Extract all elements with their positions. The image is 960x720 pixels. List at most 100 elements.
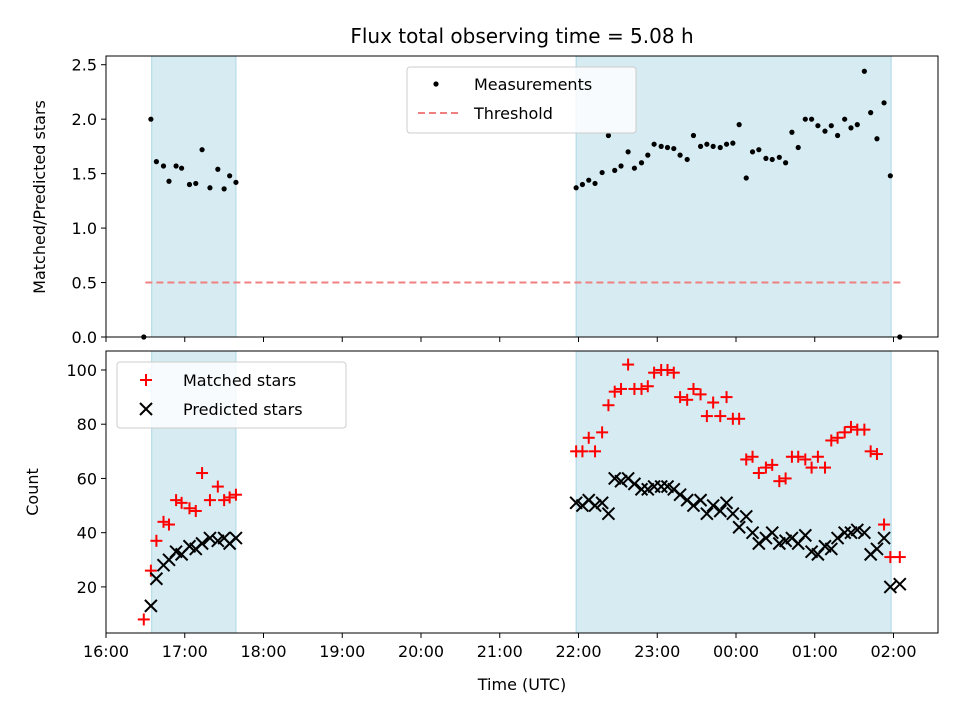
matched-star-point [893,551,906,564]
predicted-star-point [686,498,701,513]
bottom-shaded-interval-1 [575,350,892,634]
predicted-star-point [830,531,845,545]
measurement-point [887,173,893,179]
matched-star-point [211,480,224,493]
matched-star-point [766,458,779,471]
legend-label-measurements: Measurements [474,75,592,94]
measurement-point [743,175,749,181]
matched-star-point [163,518,175,531]
top-legend-box [406,66,637,134]
chart-title: Flux total observing time = 5.08 h [350,24,693,48]
measurement-point [783,160,789,166]
predicted-star-point [765,525,779,540]
matched-star-point [700,410,713,423]
matched-star-point [733,412,746,425]
measurement-point [160,163,167,169]
measurement-point [717,144,723,151]
legend-label-predicted: Predicted stars [183,400,303,419]
top-y-tick-label: 0.0 [72,328,97,347]
predicted-star-point [601,506,616,521]
top-x-ticks [105,337,894,342]
measurement-point [690,132,697,139]
measurement-point [599,169,605,176]
matched-star-point [858,423,871,436]
measurement-point [684,156,690,163]
matched-star-point [694,388,707,401]
matched-star-point [864,445,877,458]
predicted-star-point [877,531,891,545]
measurement-point [605,132,612,139]
matched-star-point [602,399,615,412]
bottom-legend-box [116,361,347,429]
matched-star-point [674,391,687,404]
matched-star-point [844,420,857,433]
matched-star-point [157,515,170,528]
x-tick-label: 19:00 [319,642,365,661]
predicted-star-point [893,577,907,591]
bottom-predicted-points [144,471,907,613]
measurement-point [658,143,664,149]
predicted-star-point [693,493,708,507]
matched-star-point [150,534,163,547]
measurement-point [710,143,716,149]
predicted-star-point [719,496,734,510]
measurement-point [233,179,239,185]
measurement-point [749,149,756,155]
predicted-star-point [883,580,898,594]
matched-star-point [681,393,694,406]
measurement-point [874,136,880,142]
matched-star-point [687,382,700,395]
matched-star-point [779,472,792,485]
matched-star-point [752,467,765,480]
measurement-point [638,160,645,166]
matched-star-point [811,450,824,463]
predicted-star-point [850,523,864,537]
matched-star-point [218,494,231,507]
bottom-y-ticks: 20 40 60 80 100 [66,361,106,597]
measurement-point [822,128,828,134]
bottom-y-tick-label: 40 [77,524,97,543]
matched-star-point [175,496,188,509]
x-axis-label: Time (UTC) [477,675,566,694]
measurement-point [756,147,762,153]
top-y-axis-label: Matched/Predicted stars [30,100,49,294]
x-tick-label: 20:00 [398,642,444,661]
measurement-point [631,165,638,171]
legend-label-threshold: Threshold [473,104,553,123]
measurement-point [153,159,159,165]
predicted-star-point [654,479,668,494]
predicted-star-point [634,482,649,496]
measurement-point [215,166,221,172]
measurement-point [842,116,848,122]
bottom-y-tick-label: 80 [77,415,97,434]
predicted-star-point [144,599,158,613]
predicted-star-point [673,488,687,502]
legend-marker-predicted [139,402,153,416]
matched-star-point [596,426,609,439]
top-measurement-points [141,68,903,340]
matched-star-point [740,453,753,466]
measurement-point [828,123,834,129]
matched-star-point [608,385,621,398]
bottom-x-ticks: 16:00 17:00 18:00 19:00 20:00 21:00 22:00 23:00… [83,633,917,661]
measurement-point [166,178,172,184]
measurement-point [763,155,769,161]
legend-label-matched: Matched stars [183,371,296,390]
matched-star-point [189,504,202,517]
measurement-point [789,129,795,135]
matched-star-point [582,431,595,444]
matched-star-point [805,461,818,474]
legend-marker-measurements [433,81,439,87]
measurement-point [221,186,227,192]
matched-star-point [203,494,216,507]
measurement-point [848,125,854,131]
bottom-y-tick-label: 20 [77,578,97,597]
measurement-point [573,185,579,191]
matched-star-point [878,518,891,531]
measurement-point [651,141,657,147]
x-tick-label: 16:00 [83,642,129,661]
measurement-point [704,141,710,147]
measurement-point [677,152,683,158]
measurement-point [592,180,598,187]
predicted-star-point [195,536,209,551]
